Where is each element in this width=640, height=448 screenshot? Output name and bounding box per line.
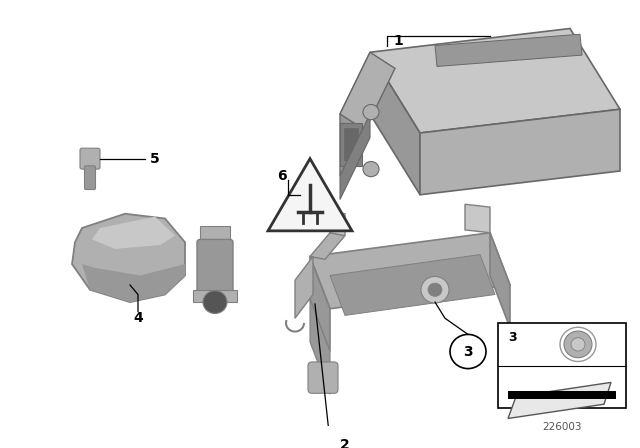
Polygon shape <box>435 34 582 66</box>
Polygon shape <box>340 52 370 176</box>
Text: 5: 5 <box>150 152 160 166</box>
Circle shape <box>450 334 486 369</box>
Polygon shape <box>370 29 620 133</box>
FancyBboxPatch shape <box>80 148 100 169</box>
Text: 3: 3 <box>508 331 516 344</box>
Circle shape <box>363 104 379 120</box>
Polygon shape <box>200 226 230 245</box>
Polygon shape <box>310 257 330 352</box>
Polygon shape <box>295 257 313 318</box>
Polygon shape <box>92 216 175 249</box>
Text: 1: 1 <box>393 34 403 48</box>
Polygon shape <box>330 254 495 315</box>
Polygon shape <box>370 52 420 195</box>
Polygon shape <box>344 128 358 159</box>
FancyBboxPatch shape <box>197 239 233 297</box>
Text: 2: 2 <box>340 438 350 448</box>
Text: 4: 4 <box>133 311 143 325</box>
Polygon shape <box>310 233 345 259</box>
Polygon shape <box>310 299 330 394</box>
Polygon shape <box>490 233 510 328</box>
Polygon shape <box>465 204 490 233</box>
Polygon shape <box>340 124 362 166</box>
FancyBboxPatch shape <box>84 166 95 190</box>
Polygon shape <box>340 52 395 130</box>
Polygon shape <box>82 264 185 302</box>
Circle shape <box>421 276 449 303</box>
Text: 226003: 226003 <box>542 422 582 432</box>
Circle shape <box>203 291 227 314</box>
Polygon shape <box>268 159 352 231</box>
Polygon shape <box>330 211 345 236</box>
Polygon shape <box>340 114 370 199</box>
Polygon shape <box>310 233 510 309</box>
Bar <box>498 323 626 409</box>
Bar <box>508 392 616 399</box>
Text: 6: 6 <box>277 169 287 183</box>
Polygon shape <box>193 290 237 302</box>
Circle shape <box>564 331 592 358</box>
Polygon shape <box>508 383 611 418</box>
Circle shape <box>571 338 585 351</box>
Text: 3: 3 <box>463 345 473 358</box>
Polygon shape <box>72 214 185 302</box>
Circle shape <box>428 283 442 297</box>
FancyBboxPatch shape <box>308 362 338 393</box>
Polygon shape <box>420 109 620 195</box>
Circle shape <box>363 161 379 177</box>
